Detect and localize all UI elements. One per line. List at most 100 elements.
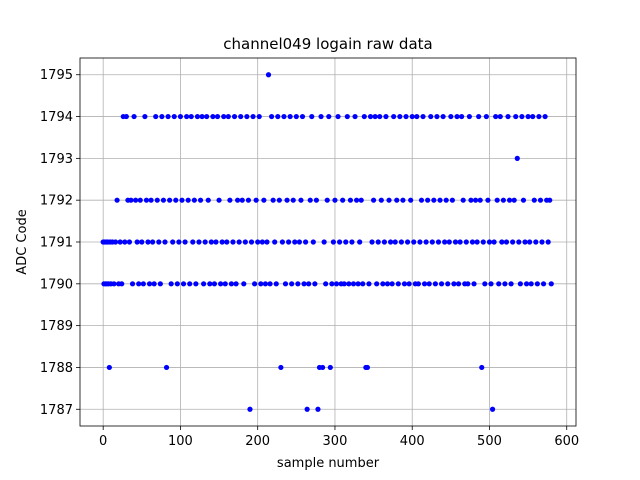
data-point (284, 197, 290, 203)
data-point (352, 113, 358, 120)
data-point (188, 113, 194, 120)
data-point (204, 113, 210, 120)
data-point (401, 281, 408, 287)
y-tick-label: 1794 (40, 110, 73, 125)
data-point (519, 113, 525, 120)
data-point (508, 281, 514, 287)
data-point (227, 197, 233, 203)
data-point (301, 281, 307, 287)
data-point (190, 239, 196, 245)
data-point (185, 197, 191, 203)
data-point (397, 113, 403, 120)
data-point (471, 281, 477, 287)
data-point (199, 113, 205, 120)
y-tick-label: 1793 (40, 152, 73, 167)
data-point (252, 281, 258, 287)
data-point (231, 113, 238, 120)
data-point (329, 281, 335, 287)
data-point (477, 197, 483, 203)
data-point (497, 113, 503, 120)
data-point (514, 155, 520, 161)
data-point (409, 113, 415, 120)
data-point (289, 281, 295, 287)
data-point (106, 364, 112, 371)
data-point (465, 281, 471, 287)
data-point (278, 364, 284, 371)
data-point (474, 239, 480, 245)
data-point (327, 364, 333, 371)
data-point (403, 113, 409, 120)
data-point (530, 113, 536, 120)
data-point (222, 281, 228, 287)
data-point (472, 197, 479, 203)
data-point (131, 113, 137, 120)
data-point (256, 113, 262, 120)
data-point (364, 364, 371, 371)
data-point (344, 113, 350, 120)
data-point (156, 239, 162, 245)
data-point (245, 197, 252, 203)
data-point (224, 239, 230, 245)
data-point (148, 197, 154, 203)
data-point (448, 113, 454, 120)
data-point (304, 406, 310, 412)
data-point (335, 113, 341, 120)
data-point (516, 239, 522, 245)
data-point (520, 197, 527, 203)
data-point (358, 197, 364, 203)
data-point (446, 239, 452, 245)
data-point (153, 113, 159, 120)
data-point (386, 197, 392, 203)
data-point (414, 113, 420, 120)
data-point (534, 281, 540, 287)
data-point (350, 281, 357, 287)
data-point (129, 281, 136, 287)
data-point (370, 197, 377, 203)
data-point (159, 113, 165, 120)
data-point (140, 281, 146, 287)
data-point (272, 239, 278, 245)
data-point (117, 239, 123, 245)
data-point (480, 239, 486, 245)
data-point (360, 281, 366, 287)
data-point (523, 281, 530, 287)
data-point (432, 281, 438, 287)
data-point (299, 113, 306, 120)
data-point (211, 281, 218, 287)
data-point (545, 239, 551, 245)
data-point (408, 197, 414, 203)
data-point (476, 113, 482, 120)
data-point (369, 239, 375, 245)
data-point (406, 281, 412, 287)
y-tick-label: 1787 (40, 403, 73, 418)
data-point (318, 113, 324, 120)
data-point (505, 113, 511, 120)
data-point (170, 239, 176, 245)
data-point (216, 197, 222, 203)
data-point (468, 197, 474, 203)
data-point (201, 281, 207, 287)
data-point (503, 239, 510, 245)
data-point (248, 239, 255, 245)
data-point (336, 239, 343, 245)
data-point (540, 281, 547, 287)
data-point (319, 364, 326, 371)
data-point (357, 239, 363, 245)
data-point (244, 113, 250, 120)
data-points (100, 72, 554, 412)
data-point (165, 113, 171, 120)
data-point (547, 197, 553, 203)
data-point (502, 281, 508, 287)
data-point (312, 281, 318, 287)
data-point (372, 113, 378, 120)
data-point (157, 281, 163, 287)
data-point (533, 239, 539, 245)
data-point (279, 239, 286, 245)
data-point (527, 239, 533, 245)
data-point (482, 281, 488, 287)
y-tick-label: 1795 (40, 68, 73, 83)
y-tick-label: 1792 (40, 194, 73, 209)
data-point (296, 239, 303, 245)
y-tick-label: 1788 (40, 361, 73, 376)
data-point (431, 197, 437, 203)
